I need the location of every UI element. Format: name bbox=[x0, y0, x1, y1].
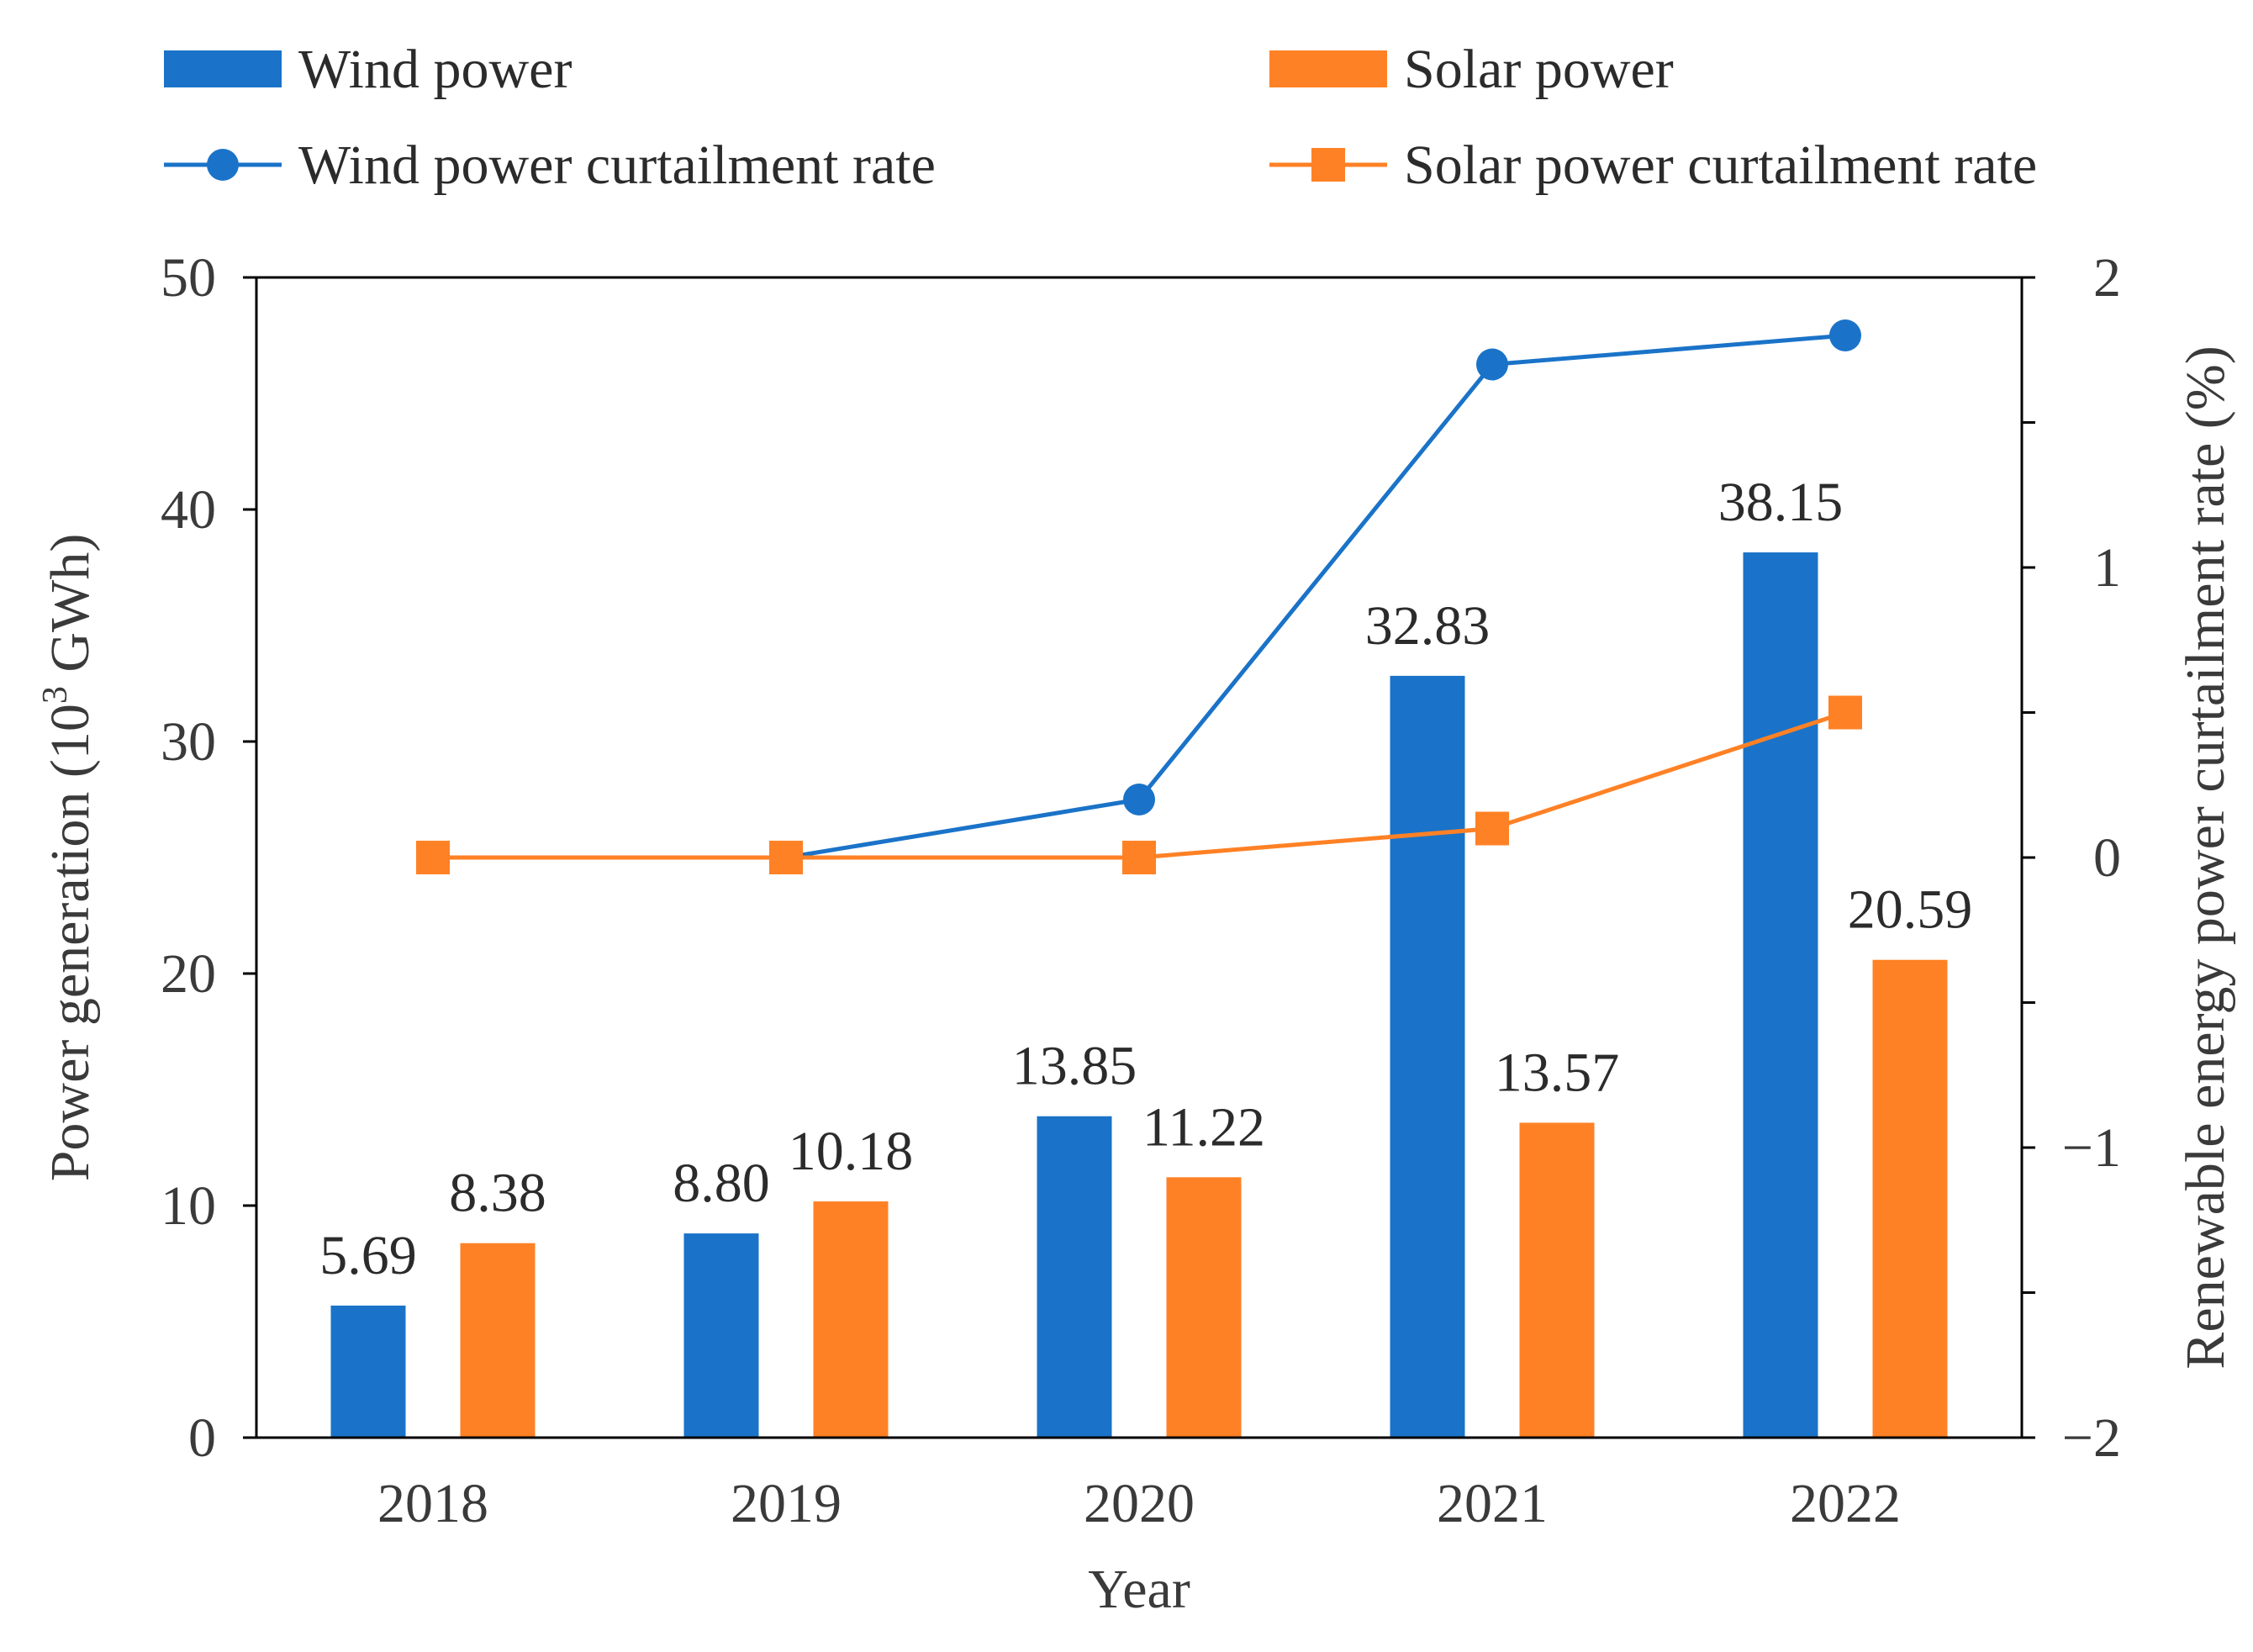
point-wind-rate-2021 bbox=[1476, 348, 1508, 381]
point-wind-rate-2022 bbox=[1829, 319, 1861, 351]
y-tick-label-20: 20 bbox=[161, 943, 216, 1005]
y-axis-title-superscript: 3 bbox=[36, 686, 75, 704]
axes-layer: 0 10 20 30 40 50 −2 −1 0 1 2 2018 2019 2020 2021 2022 Ye… bbox=[36, 247, 2236, 1620]
x-tick-label-2019: 2019 bbox=[731, 1473, 842, 1534]
bar-wind-2019 bbox=[683, 1233, 759, 1438]
bar-wind-2020 bbox=[1037, 1116, 1112, 1438]
y2-tick-label-4: 0 bbox=[2093, 827, 2121, 889]
data-label-wind-2019: 8.80 bbox=[673, 1153, 770, 1214]
x-tick-label-2022: 2022 bbox=[1790, 1473, 1901, 1534]
lines-layer bbox=[416, 319, 1862, 874]
y2-axis-title: Renewable energy power curtailment rate … bbox=[2175, 346, 2236, 1369]
x-tick-label-2021: 2021 bbox=[1437, 1473, 1548, 1534]
y2-tick-label-8: 2 bbox=[2093, 247, 2121, 309]
y2-tick-label-6: 1 bbox=[2093, 537, 2121, 599]
point-wind-rate-2020 bbox=[1123, 784, 1155, 815]
data-label-wind-2022: 38.15 bbox=[1718, 472, 1844, 533]
legend-marker-wind-rate bbox=[207, 149, 239, 181]
data-label-solar-2022: 20.59 bbox=[1848, 879, 1973, 941]
y-tick-label-0: 0 bbox=[188, 1407, 216, 1469]
bar-solar-2019 bbox=[813, 1201, 889, 1438]
y-axis-title-unit: GWh) bbox=[40, 534, 101, 686]
y-tick-label-40: 40 bbox=[161, 479, 216, 541]
x-tick-label-2018: 2018 bbox=[377, 1473, 488, 1534]
line-wind-rate bbox=[785, 333, 1846, 860]
point-solar-rate-2022 bbox=[1828, 695, 1862, 730]
bar-solar-2020 bbox=[1166, 1177, 1242, 1438]
legend-label-solar-power: Solar power bbox=[1404, 39, 1674, 100]
x-tick-label-2020: 2020 bbox=[1084, 1473, 1195, 1534]
point-solar-rate-2020 bbox=[1122, 841, 1156, 874]
legend-swatch-solar-power bbox=[1269, 50, 1387, 87]
legend-swatch-wind-power bbox=[164, 50, 282, 87]
data-label-wind-2020: 13.85 bbox=[1012, 1036, 1137, 1097]
y-tick-label-50: 50 bbox=[161, 247, 216, 309]
legend-label-solar-rate: Solar power curtailment rate bbox=[1404, 135, 2037, 196]
legend: Wind power Solar power Wind power curtailm… bbox=[164, 39, 2037, 196]
data-labels-layer: 5.69 8.80 13.85 32.83 38.15 8.38 10.18 11.22 13.… bbox=[319, 472, 1972, 1286]
y-tick-label-30: 30 bbox=[161, 711, 216, 773]
y2-tick-label-0: −2 bbox=[2062, 1407, 2121, 1469]
bar-solar-2022 bbox=[1872, 959, 1948, 1438]
data-label-wind-2021: 32.83 bbox=[1365, 595, 1491, 657]
y2-tick-label-2: −1 bbox=[2062, 1117, 2121, 1179]
y-axis-title-part: Power generation (10 bbox=[40, 704, 101, 1181]
bar-solar-2021 bbox=[1519, 1122, 1595, 1438]
data-label-solar-2021: 13.57 bbox=[1495, 1042, 1620, 1103]
data-label-solar-2018: 8.38 bbox=[449, 1163, 546, 1224]
bar-wind-2022 bbox=[1743, 552, 1818, 1438]
point-solar-rate-2019 bbox=[769, 841, 803, 874]
y-axis-title: Power generation (103 GWh) bbox=[36, 534, 101, 1182]
point-solar-rate-2021 bbox=[1475, 811, 1509, 846]
bars-layer bbox=[330, 552, 1948, 1438]
data-label-solar-2020: 11.22 bbox=[1142, 1096, 1265, 1158]
y-tick-label-10: 10 bbox=[161, 1175, 216, 1237]
data-label-solar-2019: 10.18 bbox=[789, 1121, 914, 1182]
bar-wind-2018 bbox=[330, 1305, 406, 1438]
data-label-wind-2018: 5.69 bbox=[319, 1225, 417, 1286]
legend-marker-solar-rate bbox=[1311, 148, 1345, 182]
bar-solar-2018 bbox=[460, 1243, 536, 1438]
legend-label-wind-rate: Wind power curtailment rate bbox=[298, 135, 936, 196]
legend-label-wind-power: Wind power bbox=[298, 39, 572, 100]
bar-wind-2021 bbox=[1390, 675, 1465, 1438]
x-axis-title: Year bbox=[1088, 1559, 1190, 1620]
point-solar-rate-2018 bbox=[416, 841, 450, 874]
